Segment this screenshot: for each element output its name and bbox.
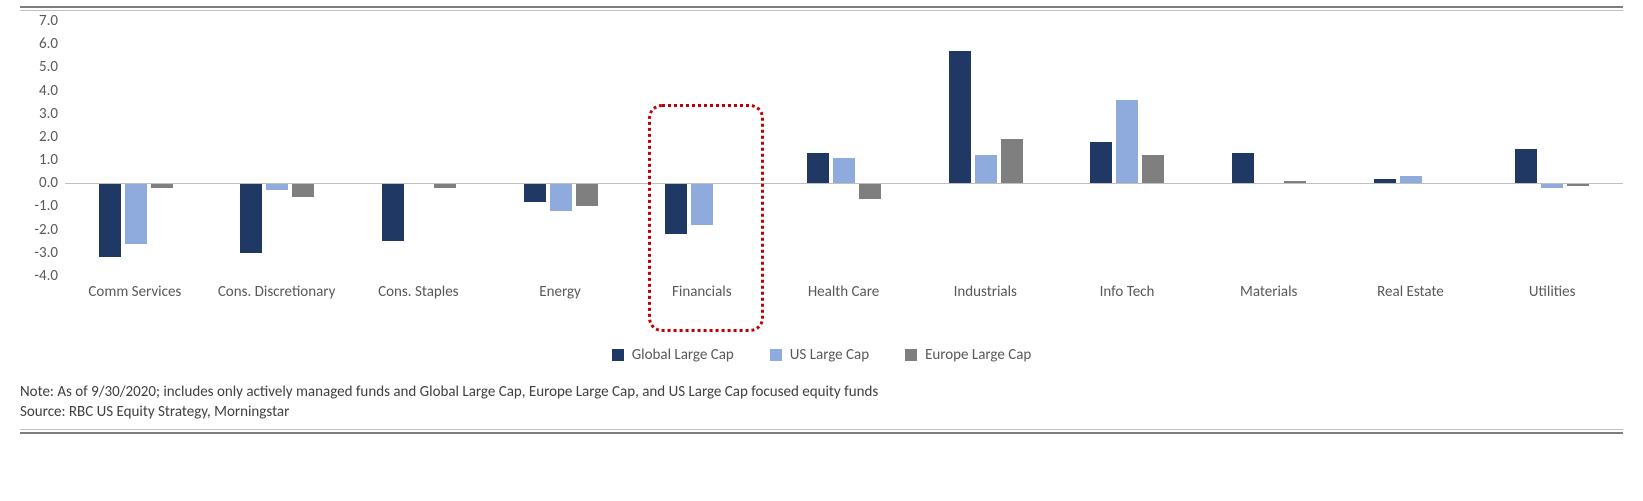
bar-group (1198, 21, 1340, 276)
category-label: Materials (1198, 276, 1340, 324)
y-tick-label: 5.0 (39, 58, 58, 76)
category-label: Health Care (773, 276, 915, 324)
category-label: Utilities (1481, 276, 1623, 324)
category-label: Comm Services (64, 276, 206, 324)
legend-item: Europe Large Cap (905, 346, 1031, 364)
bar (665, 183, 687, 234)
zero-baseline (65, 183, 1623, 184)
top-rule-outer (20, 6, 1623, 8)
bar (1001, 139, 1023, 183)
chart-row: -4.0-3.0-2.0-1.00.01.02.03.04.05.06.07.0 (20, 21, 1623, 276)
footnote-line-2: Source: RBC US Equity Strategy, Mornings… (20, 402, 1623, 422)
bar-group (490, 21, 632, 276)
y-tick-label: -3.0 (34, 244, 58, 262)
bottom-rule-outer (20, 432, 1623, 434)
y-tick-label: 3.0 (39, 105, 58, 123)
bar-group (1340, 21, 1482, 276)
bar (576, 183, 598, 206)
plot-area (64, 21, 1623, 276)
bar-group (1056, 21, 1198, 276)
bar (266, 183, 288, 190)
y-tick-label: 6.0 (39, 35, 58, 53)
bar (125, 183, 147, 243)
bar-group (65, 21, 207, 276)
bar (1232, 153, 1254, 183)
legend-item: Global Large Cap (612, 346, 734, 364)
legend: Global Large Cap US Large Cap Europe Large… (20, 346, 1623, 366)
bar (524, 183, 546, 202)
y-tick-label: 4.0 (39, 82, 58, 100)
category-label: Energy (489, 276, 631, 324)
bar (99, 183, 121, 257)
legend-swatch (905, 349, 917, 361)
legend-label: Europe Large Cap (925, 346, 1031, 364)
y-tick-label: 0.0 (39, 174, 58, 192)
category-label: Industrials (914, 276, 1056, 324)
y-tick-label: -4.0 (34, 267, 58, 285)
chart-frame: -4.0 -3.0 -2.0 -1.0 0.0 1.0 2.0 3.0 4.0 5.0 6.0 7.0… (0, 0, 1643, 501)
bar (1142, 155, 1164, 183)
bar-group (915, 21, 1057, 276)
bar-group (348, 21, 490, 276)
bar (1400, 176, 1422, 183)
legend-label: US Large Cap (790, 346, 869, 364)
bar (691, 183, 713, 225)
bar (1515, 149, 1537, 184)
category-label: Financials (631, 276, 773, 324)
bar (833, 158, 855, 184)
bar (1116, 100, 1138, 183)
bar-groups (65, 21, 1623, 276)
bar (859, 183, 881, 199)
top-rule-inner (20, 10, 1623, 11)
legend-swatch (612, 349, 624, 361)
legend-item: US Large Cap (770, 346, 869, 364)
bar (975, 155, 997, 183)
y-tick-label: 1.0 (39, 151, 58, 169)
category-labels: Comm ServicesCons. DiscretionaryCons. St… (64, 276, 1623, 324)
bar (292, 183, 314, 197)
category-label: Cons. Staples (347, 276, 489, 324)
bar (807, 153, 829, 183)
bar (949, 51, 971, 183)
y-tick-label: -2.0 (34, 221, 58, 239)
legend-swatch (770, 349, 782, 361)
category-label: Info Tech (1056, 276, 1198, 324)
bar-group (1481, 21, 1623, 276)
legend-label: Global Large Cap (632, 346, 734, 364)
bar (1090, 142, 1112, 184)
footnotes: Note: As of 9/30/2020; includes only act… (20, 382, 1623, 423)
bottom-rule-inner (20, 429, 1623, 430)
category-label: Cons. Discretionary (206, 276, 348, 324)
y-tick-label: 7.0 (39, 12, 58, 30)
y-axis: -4.0-3.0-2.0-1.00.01.02.03.04.05.06.07.0 (20, 21, 64, 276)
category-label: Real Estate (1340, 276, 1482, 324)
bar-group (632, 21, 774, 276)
bar (382, 183, 404, 241)
bar-group (207, 21, 349, 276)
bar-group (773, 21, 915, 276)
footnote-line-1: Note: As of 9/30/2020; includes only act… (20, 382, 1623, 402)
bar (550, 183, 572, 211)
bar (240, 183, 262, 253)
y-tick-label: -1.0 (34, 197, 58, 215)
y-tick-label: 2.0 (39, 128, 58, 146)
